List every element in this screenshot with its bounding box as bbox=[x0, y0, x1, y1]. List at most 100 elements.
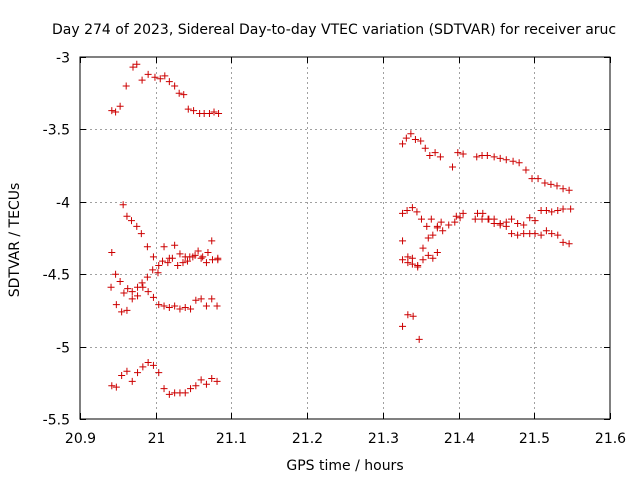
y-tick-label: -4 bbox=[56, 196, 70, 212]
data-point bbox=[449, 163, 457, 171]
x-tick-label: 21.6 bbox=[595, 431, 626, 447]
y-tick-label: -3.5 bbox=[43, 123, 70, 139]
data-point bbox=[144, 288, 152, 296]
data-point bbox=[508, 215, 516, 223]
data-point bbox=[118, 372, 126, 380]
data-point bbox=[116, 277, 124, 285]
data-point bbox=[399, 209, 407, 217]
data-point bbox=[197, 295, 205, 303]
data-point bbox=[542, 206, 550, 214]
data-point bbox=[174, 262, 182, 270]
x-tick-label: 21 bbox=[148, 431, 166, 447]
data-point bbox=[554, 206, 562, 214]
data-point bbox=[139, 363, 147, 371]
data-point bbox=[199, 253, 207, 261]
data-point bbox=[122, 82, 130, 90]
data-point bbox=[143, 273, 151, 281]
data-point bbox=[478, 215, 486, 223]
x-tick-label: 20.9 bbox=[65, 431, 96, 447]
data-point bbox=[118, 308, 126, 316]
x-tick-label: 21.4 bbox=[444, 431, 475, 447]
data-point bbox=[124, 285, 132, 293]
data-point bbox=[155, 262, 163, 270]
y-axis-label: SDTVAR / TECUs bbox=[7, 183, 23, 298]
data-point bbox=[431, 149, 439, 157]
data-point bbox=[128, 377, 136, 385]
data-point bbox=[409, 312, 417, 320]
data-point bbox=[208, 237, 216, 245]
data-point bbox=[149, 361, 157, 369]
data-point bbox=[176, 305, 184, 313]
data-point bbox=[429, 231, 437, 239]
data-point bbox=[133, 60, 141, 68]
data-point bbox=[133, 222, 141, 230]
data-point bbox=[433, 224, 441, 232]
data-point bbox=[541, 179, 549, 187]
data-point bbox=[187, 305, 195, 313]
data-point bbox=[184, 105, 192, 113]
data-point bbox=[528, 175, 536, 183]
data-point bbox=[502, 156, 510, 164]
data-point bbox=[127, 217, 135, 225]
data-point bbox=[208, 374, 216, 382]
data-point bbox=[459, 209, 467, 217]
y-tick-label: -5.5 bbox=[43, 413, 70, 429]
data-point bbox=[165, 78, 173, 86]
y-tick-label: -5 bbox=[56, 341, 70, 357]
data-point bbox=[436, 153, 444, 161]
data-point bbox=[496, 221, 504, 229]
data-point bbox=[187, 385, 195, 393]
data-point bbox=[399, 140, 407, 148]
data-point bbox=[534, 175, 542, 183]
data-point bbox=[509, 157, 517, 165]
data-point bbox=[210, 108, 218, 116]
data-point bbox=[128, 295, 136, 303]
data-point bbox=[191, 251, 199, 259]
data-point bbox=[175, 89, 183, 97]
data-point bbox=[159, 257, 167, 265]
data-point bbox=[424, 251, 432, 259]
data-point bbox=[161, 72, 169, 80]
data-point bbox=[205, 109, 213, 117]
data-point bbox=[508, 230, 516, 238]
data-point bbox=[134, 369, 142, 377]
data-point bbox=[437, 218, 445, 226]
data-point bbox=[483, 151, 491, 159]
data-point bbox=[548, 230, 556, 238]
data-point bbox=[553, 182, 561, 190]
data-point bbox=[120, 289, 128, 297]
data-point bbox=[479, 209, 487, 217]
data-point bbox=[123, 212, 131, 220]
data-point bbox=[134, 292, 142, 300]
data-point bbox=[190, 107, 198, 115]
data-point bbox=[548, 208, 556, 216]
data-point bbox=[429, 254, 437, 262]
data-point bbox=[439, 227, 447, 235]
data-point bbox=[165, 254, 173, 262]
data-point bbox=[399, 256, 407, 264]
data-point bbox=[424, 234, 432, 242]
data-point bbox=[403, 206, 411, 214]
data-point bbox=[215, 109, 223, 117]
data-point bbox=[144, 70, 152, 78]
data-point bbox=[433, 248, 441, 256]
data-point bbox=[559, 205, 567, 213]
data-point bbox=[165, 304, 173, 312]
data-point bbox=[138, 76, 146, 84]
data-point bbox=[515, 159, 523, 167]
data-point bbox=[149, 266, 157, 274]
data-point bbox=[454, 149, 462, 157]
data-point bbox=[119, 201, 127, 209]
data-points bbox=[107, 60, 575, 398]
data-point bbox=[176, 250, 184, 258]
data-point bbox=[202, 259, 210, 267]
data-point bbox=[151, 73, 159, 81]
x-axis-label: GPS time / hours bbox=[286, 458, 403, 474]
data-point bbox=[522, 166, 530, 174]
data-point bbox=[149, 293, 157, 301]
data-point bbox=[473, 153, 481, 161]
x-tick-label: 21.5 bbox=[519, 431, 550, 447]
data-point bbox=[213, 377, 221, 385]
data-point bbox=[542, 227, 550, 235]
data-point bbox=[160, 302, 168, 310]
